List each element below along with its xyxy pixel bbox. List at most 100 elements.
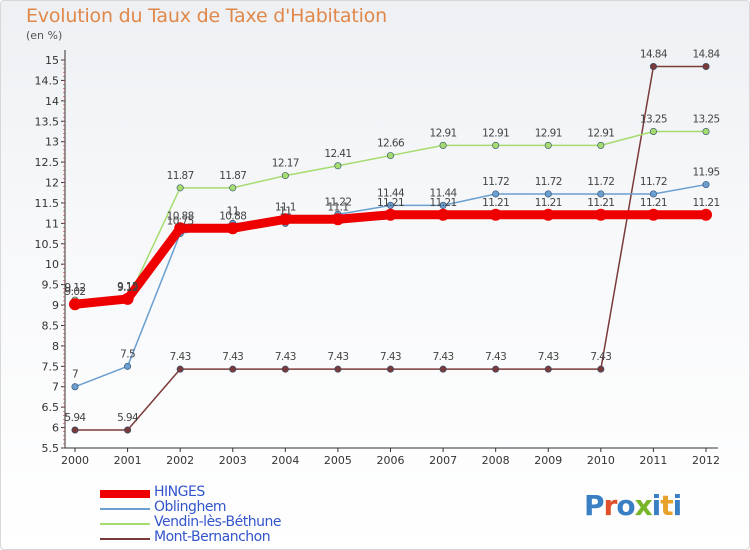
legend-swatch [100,508,150,510]
data-label: 11 [279,205,291,217]
y-tick-label: 6 [52,422,59,435]
data-label: 11.21 [482,197,509,209]
data-label: 11.44 [377,187,405,199]
data-point-1 [597,190,605,198]
y-tick-label: 12.5 [35,156,60,169]
y-tick-label: 10.5 [35,238,60,251]
legend-swatch [100,490,150,498]
x-tick-label: 2010 [587,454,615,467]
data-point-3 [544,365,552,373]
data-point-2 [334,162,342,170]
data-label: 11.21 [692,197,719,209]
chart-title: Evolution du Taux de Taxe d'Habitation [26,5,387,27]
data-label: 7.5 [120,348,135,360]
legend-label: HINGES [154,484,205,500]
x-tick-label: 2002 [166,454,194,467]
legend-label: Vendin-lès-Béthune [154,514,281,530]
data-point-1 [386,201,394,209]
data-label: 7.43 [170,351,191,363]
data-point-2 [229,184,237,192]
logo-letter: i [651,489,662,522]
data-point-0 [226,222,239,235]
data-label: 10.75 [167,216,194,228]
y-tick-label: 14.5 [35,74,60,87]
data-label: 11.21 [535,197,562,209]
data-label: 11.44 [430,187,458,199]
data-label: 9.15 [117,281,138,293]
data-label: 11.72 [640,176,667,188]
data-point-0 [489,208,502,221]
data-point-2 [597,141,605,149]
data-point-2 [649,127,657,135]
data-point-1 [702,181,710,189]
data-point-0 [437,208,450,221]
data-label: 5.94 [117,412,139,424]
chart-subtitle: (en %) [26,29,63,42]
data-point-1 [71,383,79,391]
x-tick-label: 2008 [482,454,510,467]
data-point-0 [384,208,397,221]
data-point-1 [124,362,132,370]
data-point-0 [69,298,81,311]
data-point-2 [439,141,447,149]
data-point-2 [281,172,289,180]
data-label: 11.22 [324,196,351,208]
y-tick-label: 10 [45,258,59,271]
data-label: 14.84 [692,49,720,61]
data-label: 7.43 [380,351,401,363]
proxiti-logo: Proxiti [584,489,682,522]
data-point-0 [121,292,134,305]
data-label: 13.25 [692,113,719,125]
data-point-3 [281,365,289,373]
data-label: 11.1 [327,201,348,213]
x-tick-label: 2011 [639,454,667,467]
y-tick-label: 9 [52,299,59,312]
data-label: 13.25 [640,113,667,125]
data-label: 11.72 [482,176,509,188]
data-label: 12.41 [324,148,351,160]
data-label: 12.91 [587,127,614,139]
data-label: 12.91 [535,127,562,139]
y-tick-label: 9.5 [42,279,60,292]
data-label: 11.72 [535,176,562,188]
data-label: 10.88 [219,210,246,222]
data-label: 12.91 [430,127,457,139]
data-point-3 [71,426,79,434]
data-label: 9.12 [117,282,138,294]
data-point-3 [492,365,500,373]
data-label: 11.87 [219,170,246,182]
y-tick-label: 15 [45,54,59,67]
y-tick-label: 13 [45,136,59,149]
data-point-3 [386,365,394,373]
logo-letter: o [616,489,635,522]
x-tick-label: 2012 [692,454,720,467]
data-point-0 [279,213,292,226]
data-point-3 [176,365,184,373]
data-label: 12.91 [482,127,509,139]
logo-letter: x [634,489,653,522]
legend-label: Mont-Bernanchon [154,529,271,545]
data-point-1 [544,190,552,198]
data-label: 11.21 [377,197,404,209]
data-label: 11.87 [167,170,194,182]
data-label: 11 [227,205,239,217]
data-label: 7.43 [485,351,506,363]
data-label: 12.66 [377,138,405,150]
data-label: 11.95 [692,167,719,179]
data-label: 11.21 [430,197,457,209]
data-point-2 [702,127,710,135]
data-point-0 [700,208,712,221]
data-label: 7.43 [590,351,611,363]
data-label: 11.21 [587,197,614,209]
x-tick-label: 2009 [534,454,562,467]
legend-swatch [100,523,150,525]
logo-letter: r [603,489,618,522]
data-point-1 [492,190,500,198]
data-point-0 [594,208,607,221]
data-label: 11.1 [275,201,296,213]
data-label: 7.43 [275,351,296,363]
data-label: 7.43 [433,351,454,363]
data-label: 5.94 [65,412,87,424]
y-tick-label: 8.5 [42,319,60,332]
